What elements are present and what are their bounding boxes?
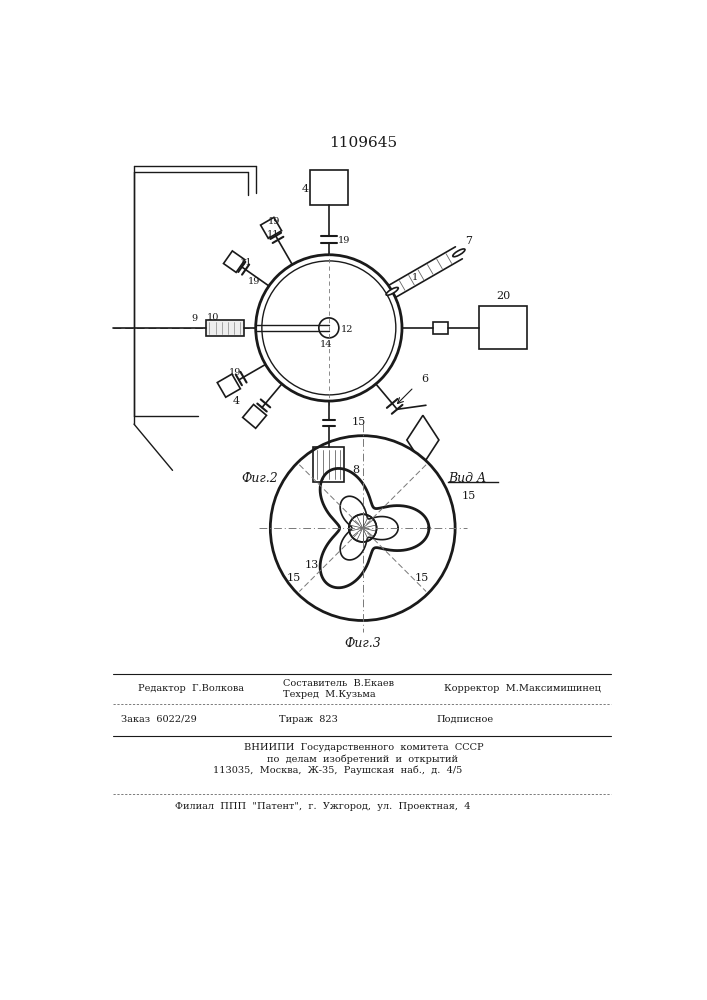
Text: 12: 12 xyxy=(341,325,354,334)
Ellipse shape xyxy=(386,287,398,295)
Text: 20: 20 xyxy=(496,291,510,301)
Text: 19: 19 xyxy=(268,217,281,226)
Text: 7: 7 xyxy=(465,236,472,246)
Bar xyxy=(313,447,344,482)
Circle shape xyxy=(256,255,402,401)
Text: ВНИИПИ  Государственного  комитета  СССР: ВНИИПИ Государственного комитета СССР xyxy=(244,743,484,752)
Text: Филиал  ППП  "Патент",  г.  Ужгород,  ул.  Проектная,  4: Филиал ППП "Патент", г. Ужгород, ул. Про… xyxy=(175,802,470,811)
Circle shape xyxy=(319,318,339,338)
Text: 4: 4 xyxy=(233,396,240,406)
Text: по  делам  изобретений  и  открытий: по делам изобретений и открытий xyxy=(267,754,458,764)
Text: 4: 4 xyxy=(302,184,309,194)
Text: Редактор  Г.Волкова: Редактор Г.Волкова xyxy=(138,684,244,693)
Text: 6: 6 xyxy=(421,374,428,384)
Bar xyxy=(310,170,348,205)
Text: 113035,  Москва,  Ж-35,  Раушская  наб.,  д.  4/5: 113035, Москва, Ж-35, Раушская наб., д. … xyxy=(214,766,462,775)
Text: Тираж  823: Тираж 823 xyxy=(279,715,338,724)
Text: Составитель  В.Екаев: Составитель В.Екаев xyxy=(283,679,394,688)
Text: Подписное: Подписное xyxy=(437,715,493,724)
Text: 1109645: 1109645 xyxy=(329,136,397,150)
Text: 8: 8 xyxy=(352,465,359,475)
Text: 9: 9 xyxy=(191,314,197,323)
Text: Корректор  М.Максимишинец: Корректор М.Максимишинец xyxy=(444,684,601,693)
Text: 1: 1 xyxy=(412,273,418,282)
Text: 11: 11 xyxy=(240,258,253,267)
Text: 19: 19 xyxy=(248,277,260,286)
Text: 15: 15 xyxy=(415,573,429,583)
Bar xyxy=(206,320,244,336)
Bar xyxy=(479,306,527,349)
Text: Техред  М.Кузьма: Техред М.Кузьма xyxy=(283,690,375,699)
Text: Вид A: Вид A xyxy=(448,472,486,485)
Text: 15: 15 xyxy=(352,417,366,427)
Text: 15: 15 xyxy=(286,573,300,583)
Text: 10: 10 xyxy=(207,313,220,322)
Text: 19: 19 xyxy=(229,368,241,377)
Circle shape xyxy=(349,514,377,542)
Circle shape xyxy=(270,436,455,620)
Text: 11: 11 xyxy=(267,230,280,239)
Text: Фиг.3: Фиг.3 xyxy=(344,637,381,650)
Bar xyxy=(433,322,448,334)
Text: Заказ  6022/29: Заказ 6022/29 xyxy=(121,715,197,724)
Text: Фиг.2: Фиг.2 xyxy=(241,472,278,485)
Ellipse shape xyxy=(452,249,465,257)
Text: 19: 19 xyxy=(338,236,351,245)
Text: 15: 15 xyxy=(462,491,476,501)
Text: 14: 14 xyxy=(320,340,332,349)
Text: 13: 13 xyxy=(305,560,319,570)
